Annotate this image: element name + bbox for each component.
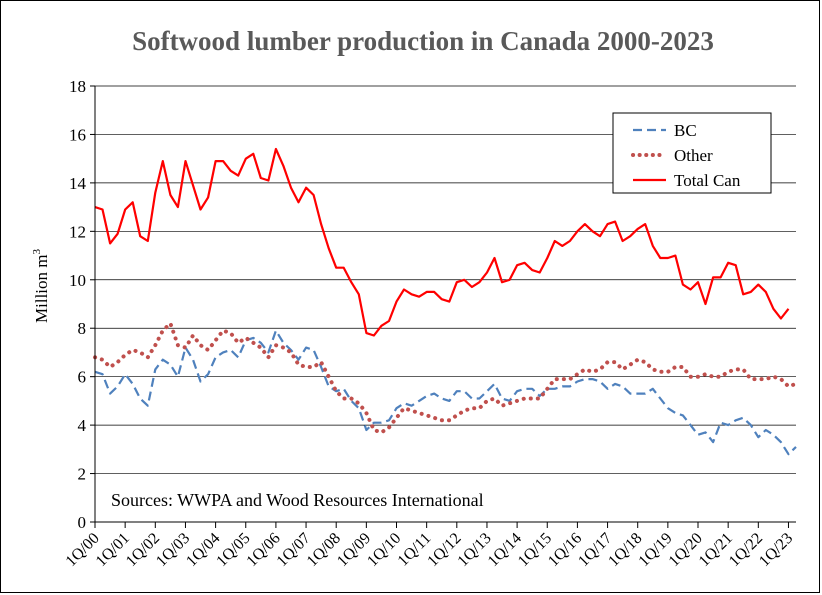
x-tick-label: 1Q/06: [243, 530, 283, 570]
x-tick-label: 1Q/19: [635, 530, 675, 570]
legend-label-other: Other: [674, 146, 713, 165]
x-tick-label: 1Q/12: [424, 530, 464, 570]
series-line-bc: [94, 329, 797, 456]
y-axis-label: Million m3: [31, 249, 51, 323]
x-tick-label: 1Q/07: [274, 530, 314, 570]
x-tick-label: 1Q/16: [545, 530, 585, 570]
x-tick-label: 1Q/22: [726, 530, 766, 570]
x-tick-label: 1Q/15: [515, 530, 555, 570]
x-tick-label: 1Q/13: [454, 530, 494, 570]
x-tick-label: 1Q/05: [213, 530, 253, 570]
x-tick-label: 1Q/03: [153, 530, 193, 570]
x-tick-label: 1Q/04: [183, 530, 223, 570]
y-tick-label: 8: [78, 319, 87, 338]
y-tick-label: 14: [69, 174, 87, 193]
legend-label-bc: BC: [674, 121, 697, 140]
x-tick-label: 1Q/18: [605, 530, 645, 570]
x-tick-label: 1Q/20: [666, 530, 706, 570]
legend-label-total-can: Total Can: [674, 171, 741, 190]
x-tick-label: 1Q/01: [93, 530, 133, 570]
x-tick-label: 1Q/14: [485, 530, 525, 570]
y-tick-label: 10: [69, 271, 86, 290]
series-lines: [93, 147, 798, 456]
x-tick-label: 1Q/10: [364, 530, 404, 570]
x-tick-label: 1Q/02: [123, 530, 163, 570]
plot-area-border: [94, 86, 796, 523]
x-tick-label: 1Q/11: [395, 530, 435, 570]
legend: BC Other Total Can: [612, 112, 772, 194]
gridlines: [95, 85, 796, 474]
y-tick-label: 4: [78, 416, 87, 435]
chart-title: Softwood lumber production in Canada 200…: [132, 26, 714, 56]
y-tick-label: 16: [69, 125, 86, 144]
y-tick-label: 18: [69, 77, 86, 96]
x-tick-label: 1Q/00: [63, 530, 103, 570]
y-tick-label: 0: [78, 513, 87, 532]
x-tick-label: 1Q/21: [696, 530, 736, 570]
series-line-other: [93, 321, 798, 435]
series-line-total-can: [94, 147, 790, 337]
y-tick-label: 6: [78, 368, 87, 387]
x-tick-label: 1Q/17: [575, 530, 615, 570]
y-tick-label: 12: [69, 222, 86, 241]
sources-note: Sources: WWPA and Wood Resources Interna…: [111, 490, 484, 510]
y-tick-label: 2: [78, 465, 87, 484]
x-axis: 1Q/001Q/011Q/021Q/031Q/041Q/051Q/061Q/07…: [63, 522, 796, 570]
x-tick-label: 1Q/23: [756, 530, 796, 570]
y-axis: 0 2 4 6 8 10 12 14 16 18: [69, 77, 95, 532]
x-tick-label: 1Q/09: [334, 530, 374, 570]
x-tick-label: 1Q/08: [304, 530, 344, 570]
